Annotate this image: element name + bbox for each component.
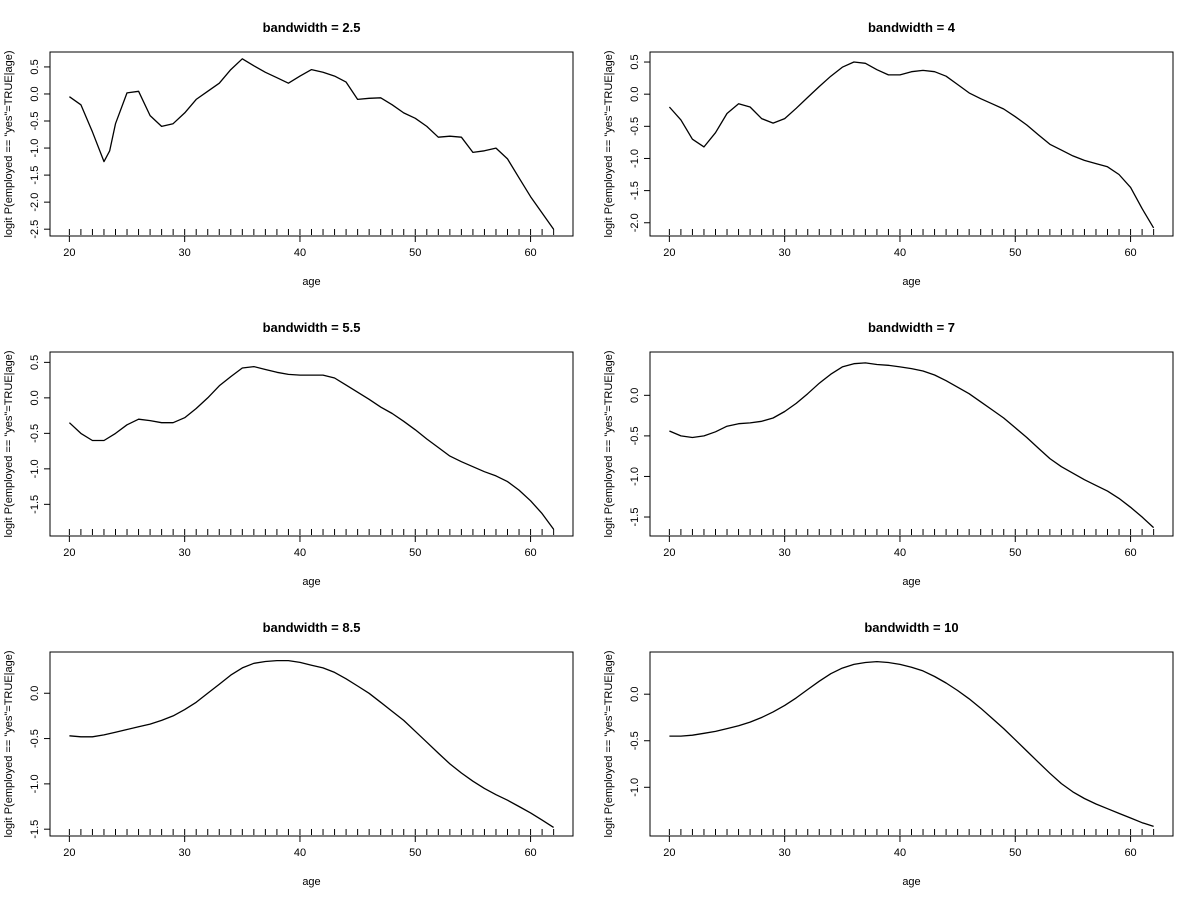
y-tick-label: -0.5 (629, 731, 641, 750)
y-tick-label: -2.0 (29, 193, 41, 212)
x-tick-label: 20 (63, 247, 75, 259)
y-tick-label: -0.5 (629, 426, 641, 445)
x-tick-label: 30 (179, 247, 191, 259)
x-axis-label: age (302, 876, 320, 888)
x-tick-label: 40 (294, 847, 306, 859)
series-line (69, 58, 555, 230)
plot-frame (49, 51, 574, 237)
series-line (68, 365, 555, 530)
x-axis-label: age (302, 276, 320, 288)
y-tick-label: 0.0 (29, 686, 41, 701)
x-tick-label: 50 (409, 547, 421, 559)
y-axis-label: logit P(employed == "yes"=TRUE|age) (603, 350, 615, 537)
x-tick-label: 60 (524, 547, 536, 559)
y-axis-label: logit P(employed == "yes"=TRUE|age) (603, 50, 615, 237)
y-axis-label: logit P(employed == "yes"=TRUE|age) (3, 50, 15, 237)
x-tick-label: 40 (294, 247, 306, 259)
chart-title: bandwidth = 8.5 (263, 620, 361, 635)
series-line (69, 659, 554, 828)
x-tick-label: 40 (894, 247, 906, 259)
chart-title: bandwidth = 2.5 (263, 20, 361, 35)
y-tick-label: -1.5 (29, 166, 41, 185)
y-tick-label: -1.5 (629, 508, 641, 527)
y-tick-label: -2.0 (629, 213, 641, 232)
y-tick-label: 0.0 (629, 687, 641, 702)
chart-title: bandwidth = 10 (864, 620, 958, 635)
series-line (669, 660, 1154, 828)
x-axis-label: age (902, 576, 920, 588)
x-tick-label: 20 (663, 847, 675, 859)
y-tick-label: 0.0 (629, 388, 641, 403)
y-axis-label: logit P(employed == "yes"=TRUE|age) (3, 650, 15, 837)
x-tick-label: 50 (1009, 847, 1021, 859)
x-tick-label: 30 (179, 547, 191, 559)
x-tick-label: 40 (894, 847, 906, 859)
y-tick-label: -1.0 (29, 774, 41, 793)
y-tick-label: -1.5 (29, 820, 41, 839)
y-tick-label: 0.0 (29, 390, 41, 405)
y-tick-label: -1.0 (29, 459, 41, 478)
x-tick-label: 30 (779, 247, 791, 259)
x-tick-label: 60 (524, 847, 536, 859)
x-tick-label: 60 (1124, 847, 1136, 859)
chart-panel-2: bandwidth = 4 20 30 40 50 60 -2.0 -1.5 -1.0 -0.5 0… (603, 20, 1174, 288)
y-tick-label: -0.5 (29, 424, 41, 443)
x-tick-label: 50 (409, 247, 421, 259)
y-tick-label: -1.0 (629, 467, 641, 486)
y-tick-label: -1.5 (629, 181, 641, 200)
chart-panel-6: bandwidth = 10 20 30 40 50 60 -1.0 -0.5 0.0 age lo… (603, 620, 1174, 888)
y-tick-label: -1.5 (29, 495, 41, 514)
y-tick-label: -2.5 (29, 220, 41, 239)
x-tick-label: 20 (663, 547, 675, 559)
y-tick-label: 0.0 (629, 87, 641, 102)
y-tick-label: -1.0 (629, 778, 641, 797)
y-tick-label: 0.5 (29, 355, 41, 370)
chart-panel-3: bandwidth = 5.5 20 30 40 50 60 -1.5 -1.0 -0.5 0.0… (3, 320, 574, 588)
y-tick-label: -1.0 (29, 139, 41, 158)
x-tick-label: 50 (1009, 547, 1021, 559)
x-axis-label: age (902, 276, 920, 288)
x-tick-label: 50 (1009, 247, 1021, 259)
y-tick-label: -0.5 (629, 117, 641, 136)
x-tick-label: 40 (894, 547, 906, 559)
chart-panel-5: bandwidth = 8.5 20 30 40 50 60 -1.5 -1.0 -0.5 0.0… (3, 620, 574, 888)
x-tick-label: 60 (524, 247, 536, 259)
y-tick-label: 0.5 (29, 59, 41, 74)
chart-panel-4: bandwidth = 7 20 30 40 50 60 -1.5 -1.0 -0.5 0.0 ag… (603, 320, 1174, 588)
chart-title: bandwidth = 4 (868, 20, 956, 35)
y-tick-label: 0.5 (629, 54, 641, 69)
x-axis-label: age (902, 876, 920, 888)
chart-panel-1: bandwidth = 2.5 20 30 40 50 60 -2.5 -2.0 -1.5 -1.… (3, 20, 574, 288)
chart-title: bandwidth = 7 (868, 320, 955, 335)
plot-frame (649, 51, 1174, 237)
x-tick-label: 20 (663, 247, 675, 259)
y-axis-label: logit P(employed == "yes"=TRUE|age) (3, 350, 15, 537)
plot-frame (49, 351, 574, 537)
y-tick-label: 0.0 (29, 86, 41, 101)
plot-frame (49, 651, 574, 837)
plot-frame (649, 651, 1174, 837)
y-tick-label: -0.5 (29, 112, 41, 131)
x-tick-label: 60 (1124, 247, 1136, 259)
series-line (669, 362, 1155, 529)
x-tick-label: 30 (779, 847, 791, 859)
x-tick-label: 30 (179, 847, 191, 859)
y-tick-label: -1.0 (629, 149, 641, 168)
y-tick-label: -0.5 (29, 729, 41, 748)
x-tick-label: 40 (294, 547, 306, 559)
x-tick-label: 60 (1124, 547, 1136, 559)
y-axis-label: logit P(employed == "yes"=TRUE|age) (603, 650, 615, 837)
chart-title: bandwidth = 5.5 (263, 320, 361, 335)
series-line (668, 61, 1155, 229)
x-axis-label: age (302, 576, 320, 588)
plot-frame (649, 351, 1174, 537)
x-tick-label: 50 (409, 847, 421, 859)
x-tick-label: 30 (779, 547, 791, 559)
x-tick-label: 20 (63, 547, 75, 559)
x-tick-label: 20 (63, 847, 75, 859)
